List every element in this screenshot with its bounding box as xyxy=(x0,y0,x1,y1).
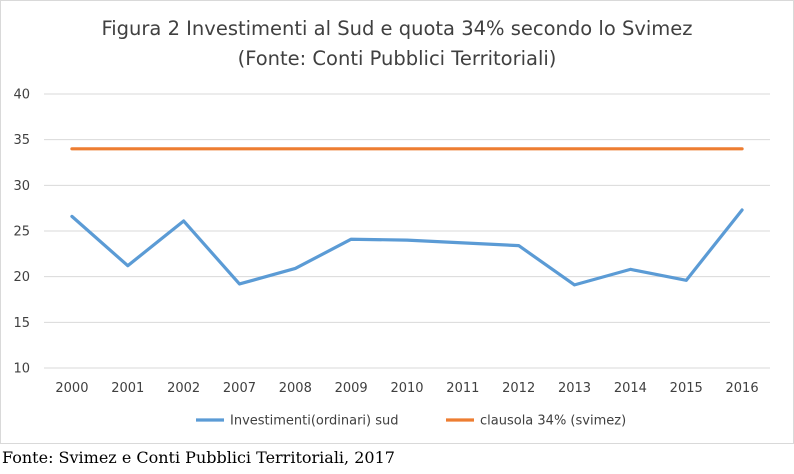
y-tick-label: 20 xyxy=(13,270,30,285)
x-tick-label: 2009 xyxy=(335,381,368,396)
x-tick-label: 2013 xyxy=(558,381,591,396)
x-tick-label: 2011 xyxy=(446,381,479,396)
y-tick-labels: 10 15 20 25 30 35 40 xyxy=(13,88,30,377)
x-tick-label: 2001 xyxy=(111,381,144,396)
x-tick-label: 2015 xyxy=(670,381,703,396)
x-tick-label: 2014 xyxy=(614,381,647,396)
source-note: Fonte: Svimez e Conti Pubblici Territori… xyxy=(2,448,395,467)
y-tick-label: 25 xyxy=(13,225,30,240)
legend: Investimenti(ordinari) sud clausola 34% (… xyxy=(196,414,626,429)
y-tick-label: 10 xyxy=(13,362,30,377)
x-tick-label: 2007 xyxy=(223,381,256,396)
x-tick-label: 2010 xyxy=(390,381,423,396)
series-line-1 xyxy=(70,208,744,287)
chart-subtitle: (Fonte: Conti Pubblici Territoriali) xyxy=(237,47,557,70)
x-tick-label: 2002 xyxy=(167,381,200,396)
y-tick-label: 35 xyxy=(13,133,30,148)
y-tick-label: 40 xyxy=(13,88,30,103)
x-tick-label: 2016 xyxy=(726,381,759,396)
legend-label: clausola 34% (svimez) xyxy=(480,414,626,429)
x-tick-label: 2000 xyxy=(55,381,88,396)
chart-title-block: Figura 2 Investimenti al Sud e quota 34%… xyxy=(0,14,794,74)
x-tick-label: 2012 xyxy=(502,381,535,396)
series-lines xyxy=(70,147,744,287)
legend-label: Investimenti(ordinari) sud xyxy=(230,414,399,429)
y-tick-label: 30 xyxy=(13,179,30,194)
x-tick-labels: 2000 2001 2002 2007 2008 2009 2010 2011 2012 2013… xyxy=(55,381,758,396)
y-tick-label: 15 xyxy=(13,316,30,331)
gridlines xyxy=(44,93,770,369)
chart-title: Figura 2 Investimenti al Sud e quota 34%… xyxy=(101,17,693,40)
chart-frame xyxy=(0,0,794,444)
x-tick-label: 2008 xyxy=(279,381,312,396)
